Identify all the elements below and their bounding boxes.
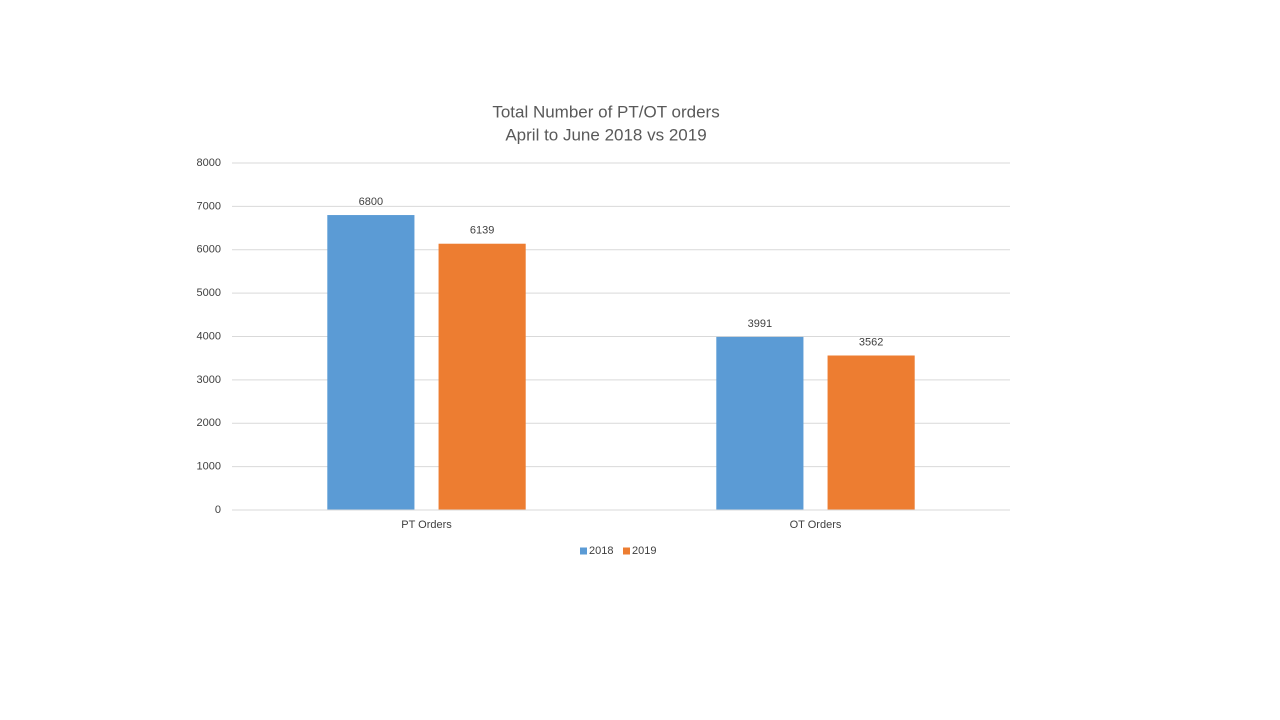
- y-tick-label: 4000: [197, 330, 221, 342]
- y-tick-label: 7000: [197, 200, 221, 212]
- bar: [438, 243, 526, 510]
- y-tick-label: 2000: [197, 417, 221, 429]
- data-label: 3562: [859, 336, 883, 348]
- data-label: 6800: [359, 196, 383, 208]
- bar: [327, 215, 415, 511]
- y-tick-label: 0: [215, 504, 221, 516]
- legend-label: 2019: [632, 545, 656, 557]
- legend-swatch: [623, 547, 630, 555]
- y-tick-label: 6000: [197, 244, 221, 256]
- chart-subtitle: April to June 2018 vs 2019: [505, 125, 706, 144]
- y-tick-label: 5000: [197, 287, 221, 299]
- y-tick-label: 3000: [197, 374, 221, 386]
- x-tick-label: OT Orders: [790, 519, 842, 531]
- legend-swatch: [580, 547, 587, 555]
- bar: [827, 355, 915, 510]
- bar: [716, 336, 804, 510]
- data-label: 3991: [748, 318, 772, 330]
- y-tick-label: 8000: [197, 157, 221, 169]
- chart-title: Total Number of PT/OT orders: [492, 102, 719, 121]
- x-tick-label: PT Orders: [401, 519, 452, 531]
- legend-label: 2018: [589, 545, 613, 557]
- y-tick-label: 1000: [197, 461, 221, 473]
- data-label: 6139: [470, 225, 494, 237]
